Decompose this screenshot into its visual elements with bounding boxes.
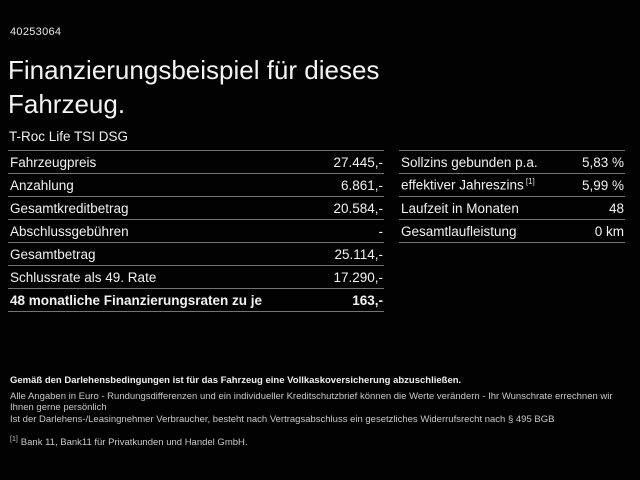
- table-row-abschlussgebuehren: Abschlussgebühren -: [8, 220, 384, 243]
- row-value: 48: [608, 200, 624, 216]
- table-row-monatsrate: 48 monatliche Finanzierungsraten zu je 1…: [8, 289, 384, 312]
- footnote-text: Bank 11, Bank11 für Privatkunden und Han…: [20, 437, 248, 449]
- table-row-schlussrate: Schlussrate als 49. Rate 17.290,-: [8, 266, 384, 289]
- row-value: 163,-: [352, 292, 383, 308]
- table-row-anzahlung: Anzahlung 6.861,-: [8, 174, 384, 197]
- row-label: 48 monatliche Finanzierungsraten zu je: [10, 292, 263, 308]
- row-label: Gesamtlaufleistung: [401, 223, 517, 239]
- row-label: Gesamtbetrag: [10, 246, 96, 262]
- table-row-gesamtlaufleistung: Gesamtlaufleistung 0 km: [399, 220, 625, 243]
- row-value: 5,83 %: [581, 154, 624, 170]
- table-row-sollzins: Sollzins gebunden p.a. 5,83 %: [399, 151, 625, 174]
- row-label: Anzahlung: [10, 177, 74, 193]
- disclaimer-line-2: Ist der Darlehens-/Leasingnehmer Verbrau…: [10, 413, 555, 425]
- financing-table-right: Sollzins gebunden p.a. 5,83 % effektiver…: [399, 150, 625, 243]
- row-value: 0 km: [594, 223, 624, 239]
- row-value: 20.584,-: [333, 200, 383, 216]
- offer-id: 40253064: [10, 26, 62, 38]
- row-label: Fahrzeugpreis: [10, 154, 97, 170]
- row-label: Schlussrate als 49. Rate: [10, 269, 157, 285]
- row-value: 17.290,-: [333, 269, 383, 285]
- legal-fine-print: Gemäß den Darlehensbedingungen ist für d…: [10, 375, 632, 449]
- row-label: Sollzins gebunden p.a.: [401, 154, 538, 170]
- row-label: Abschlussgebühren: [10, 223, 129, 239]
- row-value: 6.861,-: [340, 177, 383, 193]
- table-row-gesamtkreditbetrag: Gesamtkreditbetrag 20.584,-: [8, 197, 384, 220]
- disclaimer-line-1: Alle Angaben in Euro - Rundungsdifferenz…: [10, 390, 613, 414]
- vehicle-model: T-Roc Life TSI DSG: [9, 129, 129, 144]
- footnote-marker: [1]: [10, 436, 18, 443]
- row-label: effektiver Jahreszins [1]: [401, 177, 535, 193]
- row-value: -: [378, 223, 384, 239]
- row-value: 25.114,-: [334, 246, 383, 262]
- bank-footnote: [1] Bank 11, Bank11 für Privatkunden und …: [10, 434, 632, 449]
- page-title: Finanzierungsbeispiel für dieses Fahrzeu…: [8, 55, 380, 119]
- table-row-fahrzeugpreis: Fahrzeugpreis 27.445,-: [8, 151, 384, 174]
- table-row-gesamtbetrag: Gesamtbetrag 25.114,-: [8, 243, 384, 266]
- table-row-effektiver-jahreszins: effektiver Jahreszins [1] 5,99 %: [399, 174, 625, 197]
- financing-table-left: Fahrzeugpreis 27.445,- Anzahlung 6.861,-…: [8, 150, 384, 312]
- row-label: Gesamtkreditbetrag: [10, 200, 129, 216]
- footnote-marker: [1]: [525, 177, 535, 187]
- row-value: 27.445,-: [333, 154, 383, 170]
- row-value: 5,99 %: [581, 177, 624, 193]
- table-row-laufzeit: Laufzeit in Monaten 48: [399, 197, 625, 220]
- row-label-text: effektiver Jahreszins: [401, 177, 524, 193]
- row-label: Laufzeit in Monaten: [401, 200, 519, 216]
- insurance-requirement-note: Gemäß den Darlehensbedingungen ist für d…: [10, 375, 462, 386]
